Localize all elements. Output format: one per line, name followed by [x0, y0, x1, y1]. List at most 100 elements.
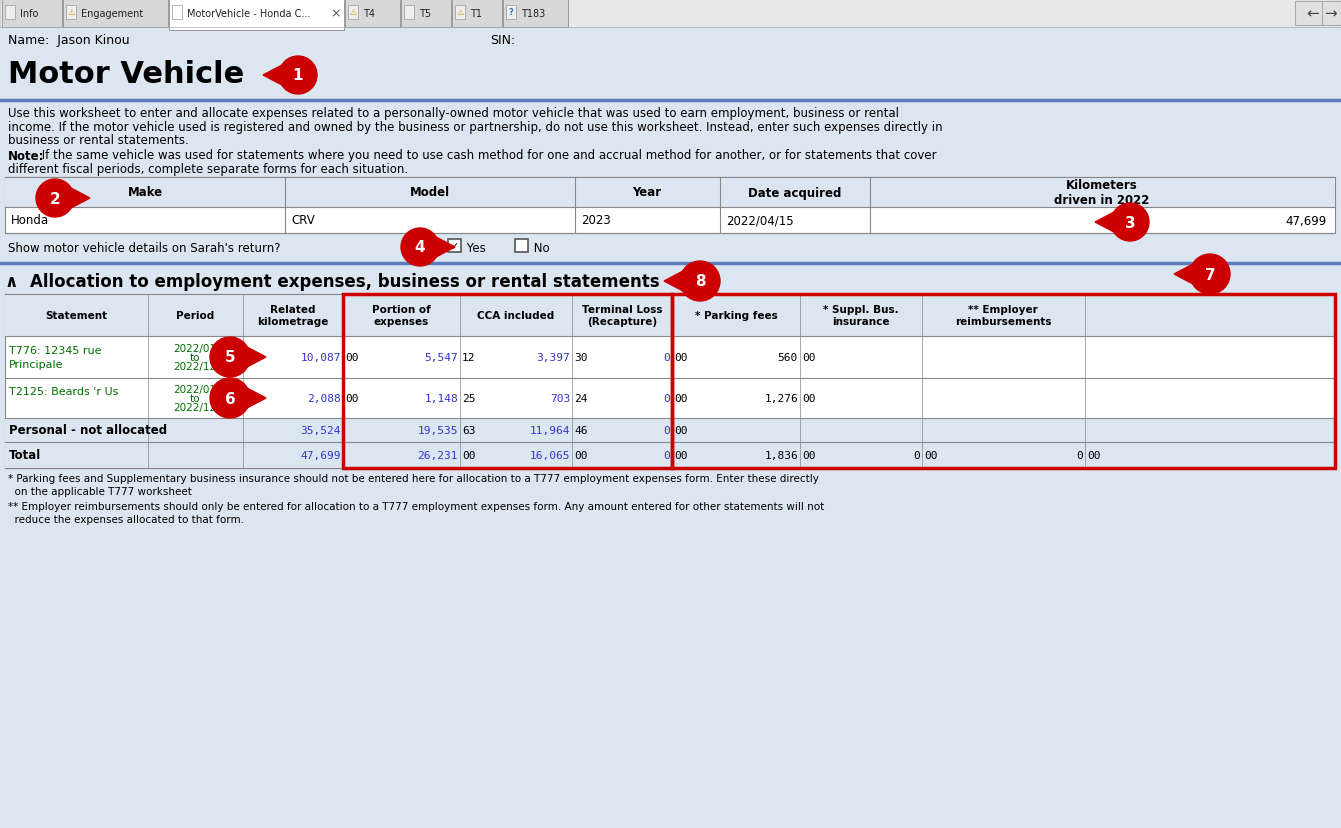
Circle shape	[211, 338, 249, 378]
Polygon shape	[247, 388, 266, 408]
Circle shape	[279, 57, 316, 95]
FancyBboxPatch shape	[169, 0, 345, 31]
FancyBboxPatch shape	[172, 6, 182, 20]
FancyBboxPatch shape	[0, 28, 1341, 53]
Text: 19,535: 19,535	[417, 426, 459, 436]
Text: T1: T1	[469, 9, 481, 19]
Text: 0: 0	[1077, 450, 1084, 460]
FancyBboxPatch shape	[5, 178, 1336, 233]
Text: 00: 00	[675, 393, 688, 403]
Text: MotorVehicle - Honda C...: MotorVehicle - Honda C...	[186, 9, 310, 19]
Text: Model: Model	[410, 186, 451, 200]
FancyBboxPatch shape	[0, 263, 1341, 296]
Text: income. If the motor vehicle used is registered and owned by the business or par: income. If the motor vehicle used is reg…	[8, 120, 943, 133]
Circle shape	[680, 262, 720, 301]
Polygon shape	[71, 189, 90, 209]
Text: 6: 6	[225, 391, 236, 406]
Text: 24: 24	[574, 393, 587, 403]
Text: 2022/04/15: 2022/04/15	[725, 214, 794, 227]
Text: * Parking fees: * Parking fees	[695, 310, 778, 320]
Text: Motor Vehicle: Motor Vehicle	[8, 60, 244, 89]
Text: ⚠: ⚠	[349, 7, 357, 17]
Text: ∧  Allocation to employment expenses, business or rental statements: ∧ Allocation to employment expenses, bus…	[5, 272, 660, 291]
Text: 3: 3	[1125, 215, 1136, 230]
Text: T776: 12345 rue: T776: 12345 rue	[9, 345, 102, 355]
Text: 703: 703	[550, 393, 570, 403]
FancyBboxPatch shape	[349, 6, 358, 20]
Text: 2022/01: 2022/01	[173, 344, 216, 354]
Circle shape	[401, 229, 439, 267]
Text: Total: Total	[9, 449, 42, 462]
Text: T2125: Beards 'r Us: T2125: Beards 'r Us	[9, 387, 118, 397]
Text: 25: 25	[463, 393, 476, 403]
Text: ** Employer
reimbursements: ** Employer reimbursements	[955, 305, 1051, 326]
Text: 2022/12: 2022/12	[173, 402, 216, 412]
Text: Year: Year	[633, 186, 661, 200]
Text: 12: 12	[463, 353, 476, 363]
Text: 4: 4	[414, 240, 425, 255]
FancyBboxPatch shape	[5, 6, 15, 20]
Text: 00: 00	[675, 426, 688, 436]
Text: Date acquired: Date acquired	[748, 186, 842, 200]
Text: 5: 5	[225, 350, 235, 365]
Text: SIN:: SIN:	[489, 33, 515, 46]
Text: Principale: Principale	[9, 359, 63, 369]
Text: Statement: Statement	[46, 310, 107, 320]
FancyBboxPatch shape	[5, 295, 1336, 337]
Text: Terminal Loss
(Recapture): Terminal Loss (Recapture)	[582, 305, 662, 326]
Text: Kilometers
driven in 2022: Kilometers driven in 2022	[1054, 179, 1149, 207]
Text: ?: ?	[508, 7, 514, 17]
Text: Period: Period	[176, 310, 215, 320]
Text: →: →	[1325, 7, 1337, 22]
Text: Info: Info	[20, 9, 39, 19]
FancyBboxPatch shape	[452, 0, 502, 28]
Text: 1: 1	[292, 69, 303, 84]
FancyBboxPatch shape	[448, 240, 461, 253]
Text: 8: 8	[695, 274, 705, 289]
FancyBboxPatch shape	[0, 0, 1341, 28]
Text: 00: 00	[574, 450, 587, 460]
Text: 0: 0	[664, 393, 670, 403]
Text: 35,524: 35,524	[300, 426, 341, 436]
Text: Show motor vehicle details on Sarah's return?: Show motor vehicle details on Sarah's re…	[8, 241, 280, 254]
Text: T183: T183	[522, 9, 546, 19]
Text: 00: 00	[924, 450, 937, 460]
FancyBboxPatch shape	[401, 0, 451, 28]
FancyBboxPatch shape	[5, 295, 1336, 469]
Text: If the same vehicle was used for statements where you need to use cash method fo: If the same vehicle was used for stateme…	[38, 149, 936, 162]
Text: 26,231: 26,231	[417, 450, 459, 460]
Text: 0: 0	[664, 353, 670, 363]
Text: 00: 00	[802, 393, 815, 403]
Text: Portion of
expenses: Portion of expenses	[371, 305, 430, 326]
Text: 00: 00	[463, 450, 476, 460]
Text: 11,964: 11,964	[530, 426, 570, 436]
Text: 00: 00	[802, 353, 815, 363]
Text: 2022/01: 2022/01	[173, 384, 216, 394]
Text: 10,087: 10,087	[300, 353, 341, 363]
FancyBboxPatch shape	[404, 6, 414, 20]
FancyBboxPatch shape	[345, 0, 400, 28]
Text: 0: 0	[664, 426, 670, 436]
Text: 5,547: 5,547	[424, 353, 459, 363]
Text: 2: 2	[50, 191, 60, 206]
Text: 7: 7	[1204, 267, 1215, 282]
Text: 2023: 2023	[581, 214, 610, 227]
Text: Make: Make	[127, 186, 162, 200]
Circle shape	[1110, 204, 1149, 242]
Text: T4: T4	[363, 9, 375, 19]
Text: 1,836: 1,836	[764, 450, 798, 460]
Text: 2022/12: 2022/12	[173, 362, 216, 372]
FancyBboxPatch shape	[455, 6, 465, 20]
Text: * Parking fees and Supplementary business insurance should not be entered here f: * Parking fees and Supplementary busines…	[8, 474, 819, 484]
Text: 00: 00	[802, 450, 815, 460]
Text: Use this worksheet to enter and allocate expenses related to a personally-owned : Use this worksheet to enter and allocate…	[8, 108, 898, 120]
Text: 16,065: 16,065	[530, 450, 570, 460]
FancyBboxPatch shape	[5, 418, 1336, 442]
Polygon shape	[263, 66, 282, 86]
Circle shape	[1189, 255, 1230, 295]
Polygon shape	[1096, 213, 1114, 233]
Polygon shape	[436, 238, 455, 258]
Text: business or rental statements.: business or rental statements.	[8, 133, 189, 147]
Text: 46: 46	[574, 426, 587, 436]
FancyBboxPatch shape	[1295, 2, 1341, 26]
